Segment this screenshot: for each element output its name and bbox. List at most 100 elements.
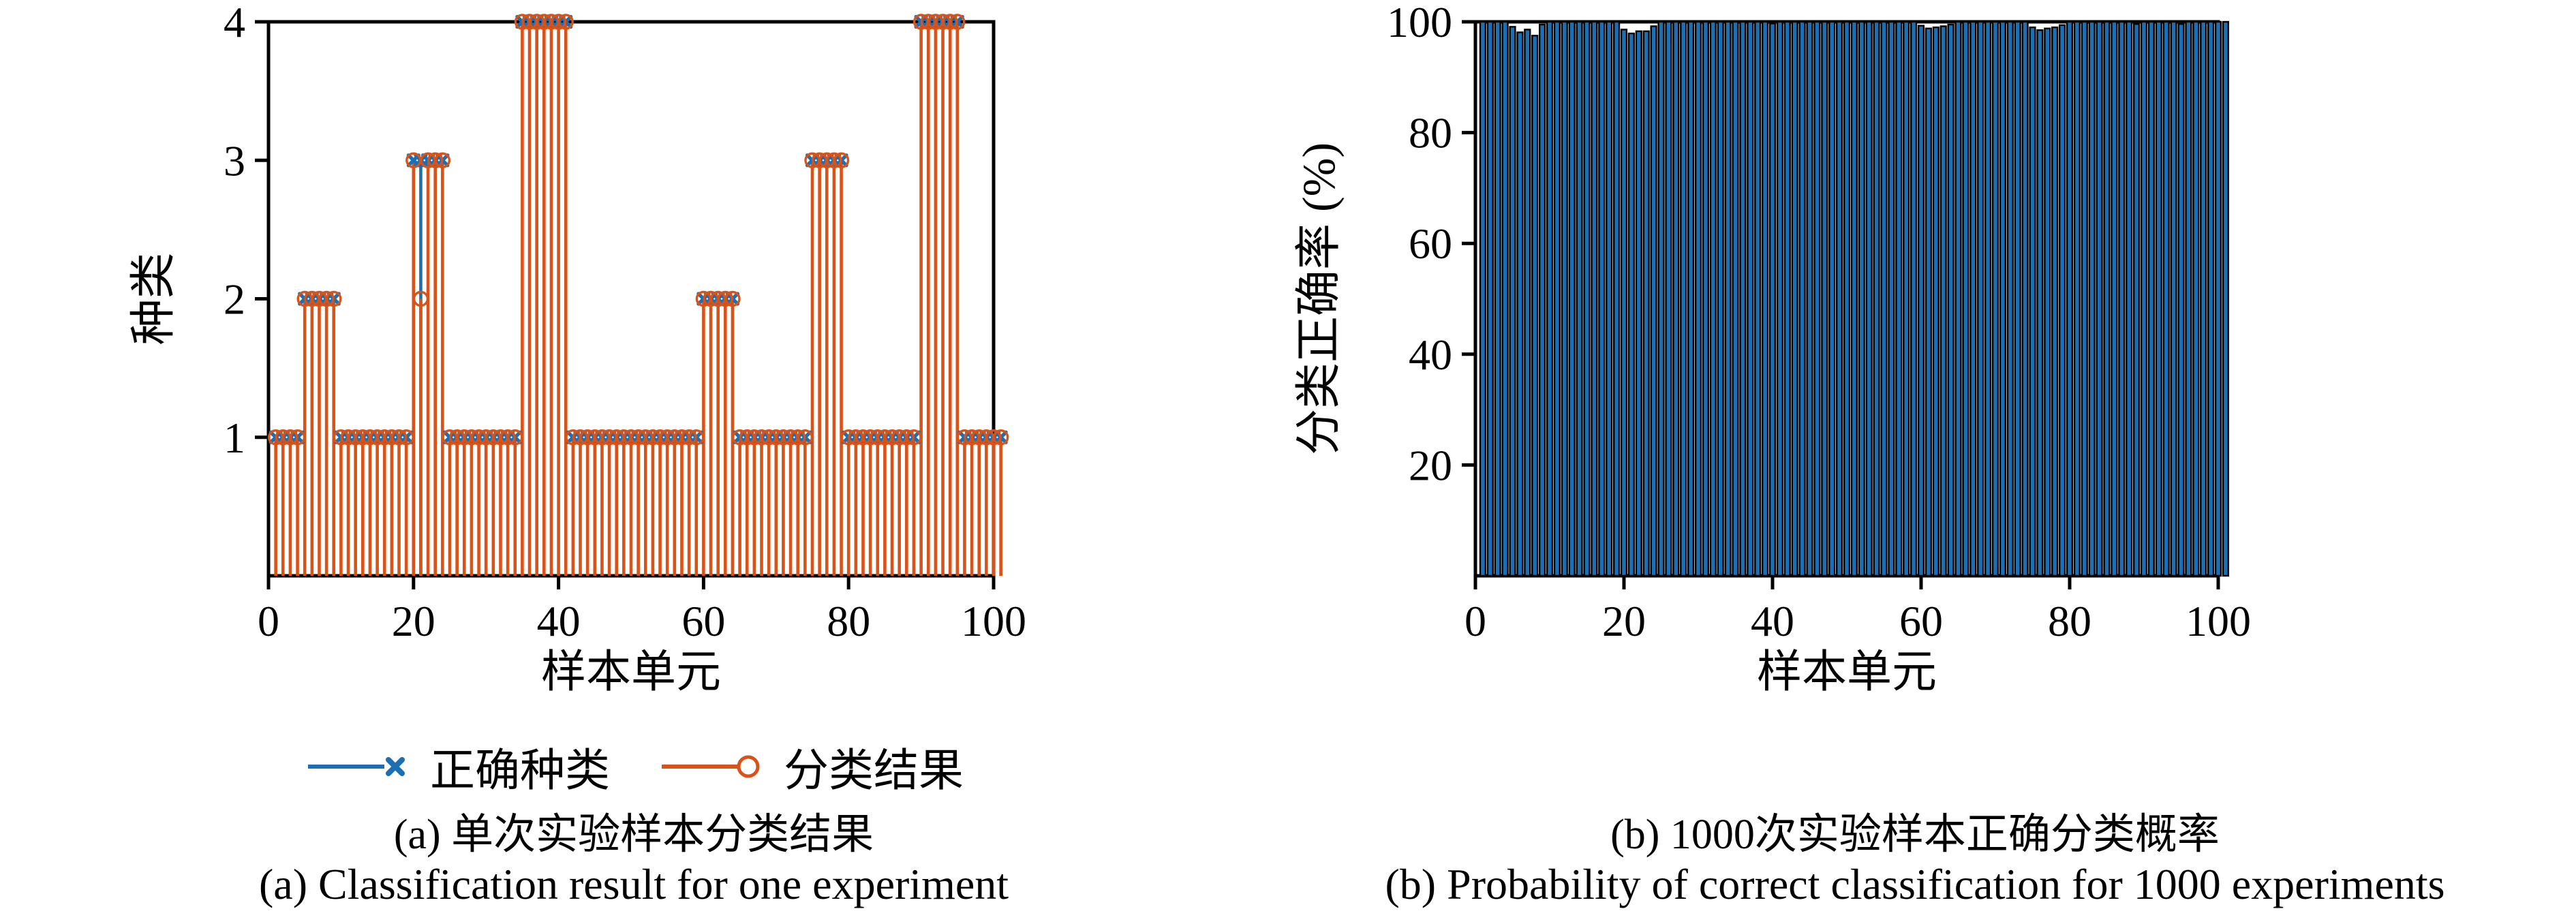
- accuracy-bar: [2014, 20, 2021, 577]
- accuracy-bar: [2058, 24, 2066, 577]
- accuracy-bar: [1635, 30, 1642, 577]
- circle-marker: [318, 290, 335, 307]
- accuracy-bar: [1858, 20, 1865, 577]
- accuracy-bar: [1598, 20, 1606, 577]
- circle-marker: [434, 152, 451, 168]
- charts-svg: 0 20 40 60 80 100 1 2 3 4 样本单元 种类 0 20 40 60 80 100 20 40 60…: [127, 0, 2251, 697]
- accuracy-bar: [1583, 20, 1591, 577]
- accuracy-bar: [2162, 20, 2170, 577]
- true-class-x-markers: [269, 14, 1008, 444]
- circle-marker: [833, 152, 850, 168]
- y-tick-label: 60: [1409, 219, 1452, 268]
- accuracy-bar: [1694, 20, 1702, 577]
- circle-marker: [992, 429, 1009, 446]
- circle-marker: [412, 290, 429, 307]
- accuracy-bar: [1606, 20, 1613, 577]
- y-tick-label: 100: [1387, 0, 1452, 46]
- accuracy-bar: [1509, 26, 1516, 577]
- x-axis-label: 样本单元: [1757, 647, 1937, 697]
- legend-label-classified: 分类结果: [784, 746, 964, 796]
- accuracy-bar: [1828, 20, 1836, 577]
- y-tick-label: 40: [1409, 330, 1452, 379]
- accuracy-bar: [2147, 20, 2156, 577]
- circle-marker: [797, 429, 814, 446]
- accuracy-bar: [2200, 20, 2207, 577]
- y-tick-label: 20: [1409, 441, 1452, 489]
- accuracy-bar: [1665, 20, 1672, 577]
- accuracy-bar: [1895, 20, 1903, 577]
- circle-marker: [500, 429, 516, 446]
- y-tick-label: 1: [224, 414, 245, 462]
- stem-lines: [274, 22, 1002, 576]
- accuracy-bar: [1939, 25, 1947, 577]
- legend: 正确种类 分类结果: [170, 736, 1097, 797]
- panel-a-stem-chart: 0 20 40 60 80 100 1 2 3 4 样本单元 种类: [127, 0, 1026, 697]
- x-tick-label: 80: [2048, 597, 2091, 645]
- circle-marker: [985, 429, 1002, 446]
- accuracy-bar: [1612, 20, 1621, 577]
- caption-panel-a: (a) 单次实验样本分类结果 (a) Classification result…: [170, 811, 1097, 910]
- accuracy-bar: [1702, 20, 1710, 577]
- accuracy-bar: [2155, 20, 2162, 577]
- accuracy-bar: [2103, 20, 2111, 577]
- x-tick-label: 60: [681, 597, 725, 645]
- accuracy-bar: [1932, 26, 1939, 577]
- accuracy-bar: [2081, 20, 2088, 577]
- accuracy-bar: [2126, 20, 2133, 577]
- y-tick-label: 3: [224, 136, 245, 185]
- accuracy-bar: [2207, 20, 2215, 577]
- caption-a-en: (a) Classification result for one experi…: [258, 860, 1009, 909]
- accuracy-bar: [1739, 20, 1747, 577]
- accuracy-bar: [1561, 20, 1568, 577]
- accuracy-bar: [1709, 20, 1717, 577]
- accuracy-bar: [1821, 20, 1828, 577]
- accuracy-bar: [2066, 20, 2074, 577]
- accuracy-bar: [2140, 20, 2148, 577]
- accuracy-bar: [1977, 20, 1984, 577]
- accuracy-bar: [1479, 20, 1487, 577]
- circle-marker: [724, 290, 741, 307]
- accuracy-bar: [1991, 20, 1999, 577]
- accuracy-bar: [1732, 20, 1739, 577]
- accuracy-bar: [1925, 27, 1933, 577]
- accuracy-bar: [1791, 20, 1798, 577]
- accuracy-bar: [1806, 20, 1813, 577]
- y-tick-label: 80: [1409, 109, 1452, 157]
- accuracy-bar: [2044, 27, 2051, 577]
- circle-marker: [326, 290, 342, 307]
- accuracy-bar: [1954, 20, 1962, 577]
- accuracy-bar: [1843, 20, 1851, 577]
- accuracy-bar: [1717, 20, 1724, 577]
- accuracy-bar: [1620, 29, 1628, 577]
- circle-marker: [906, 429, 922, 446]
- accuracy-bar: [2185, 20, 2192, 577]
- accuracy-bar: [1627, 32, 1636, 577]
- x-tick-label: 20: [392, 597, 435, 645]
- accuracy-bar: [1754, 20, 1762, 577]
- circle-marker: [942, 14, 958, 30]
- accuracy-bar: [1947, 23, 1954, 577]
- circle-marker: [390, 429, 408, 446]
- accuracy-bar: [1798, 20, 1806, 577]
- accuracy-bars: [1479, 20, 2230, 577]
- circle-marker: [557, 14, 574, 30]
- circle-marker: [898, 429, 915, 446]
- x-tick-label: 0: [1465, 597, 1486, 645]
- classified-circle-markers: [267, 14, 1009, 446]
- accuracy-bar: [1524, 29, 1531, 577]
- accuracy-bar: [1486, 20, 1494, 577]
- accuracy-bar: [2088, 20, 2096, 577]
- accuracy-bar: [1776, 20, 1784, 577]
- accuracy-bar: [1494, 20, 1501, 577]
- accuracy-bar: [1999, 20, 2007, 577]
- accuracy-bar: [1680, 20, 1687, 577]
- x-tick-label: 100: [961, 597, 1026, 645]
- accuracy-bar: [2214, 20, 2222, 577]
- accuracy-bar: [2177, 23, 2185, 577]
- accuracy-bar: [2170, 20, 2177, 577]
- x-tick-label: 60: [1899, 597, 1943, 645]
- accuracy-bar: [1984, 20, 1992, 577]
- legend-item-classified: 分类结果: [658, 734, 964, 799]
- circle-marker: [790, 429, 806, 446]
- accuracy-bar: [1576, 20, 1583, 577]
